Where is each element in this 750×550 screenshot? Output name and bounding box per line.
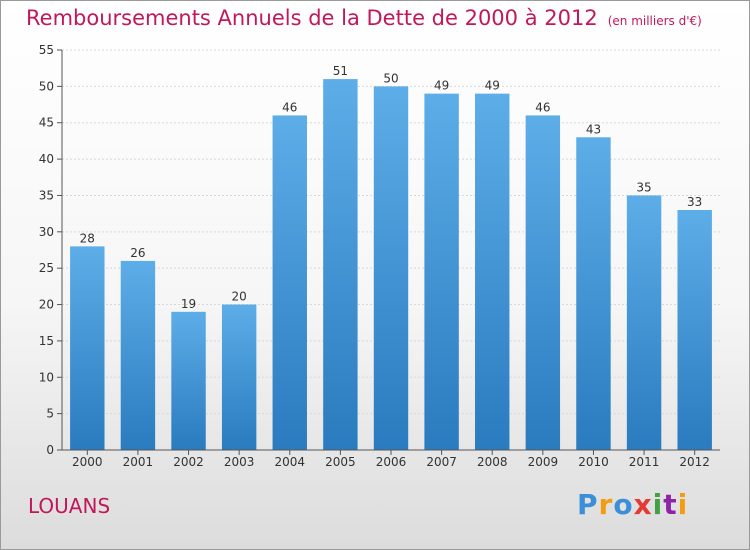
bar — [576, 137, 611, 451]
bar-value-label: 20 — [232, 290, 247, 304]
bar — [525, 115, 561, 451]
logo-letter: o — [613, 488, 634, 521]
x-tick-label: 2008 — [477, 455, 508, 469]
title-text: Remboursements Annuels de la Dette de 20… — [26, 6, 598, 30]
y-tick-label: 50 — [39, 79, 54, 93]
bars: 28 26 19 20 46 51 50 49 49 46 43 35 33 — [70, 64, 712, 451]
y-tick-label: 15 — [39, 334, 54, 348]
x-tick-label: 2001 — [123, 455, 154, 469]
bar-value-label: 51 — [333, 64, 348, 78]
logo-letter: r — [598, 488, 614, 521]
bar — [475, 93, 510, 451]
bar-value-label: 43 — [586, 122, 601, 136]
bar — [120, 260, 156, 450]
y-tick-label: 10 — [39, 370, 54, 384]
x-tick-label: 2000 — [72, 455, 103, 469]
chart-subtitle: (en milliers d'€) — [607, 14, 702, 28]
x-tick-label: 2002 — [173, 455, 204, 469]
x-tick-label: 2009 — [528, 455, 559, 469]
proxiti-logo[interactable]: Proxiti — [577, 488, 688, 521]
x-tick-label: 2007 — [426, 455, 457, 469]
y-tick-label: 30 — [39, 225, 54, 239]
bar-value-label: 33 — [687, 195, 702, 209]
bar-value-label: 35 — [636, 180, 651, 194]
bar — [70, 246, 105, 450]
y-tick-label: 20 — [39, 298, 54, 312]
logo-letter: i — [652, 488, 664, 521]
bar-value-label: 49 — [434, 79, 449, 93]
logo-letter: P — [577, 488, 599, 521]
logo-letter: x — [633, 488, 653, 521]
x-tick-label: 2003 — [224, 455, 255, 469]
x-tick-label: 2005 — [325, 455, 356, 469]
x-tick-label: 2010 — [578, 455, 609, 469]
bar — [221, 304, 257, 450]
bar — [373, 86, 409, 450]
bar-value-label: 49 — [485, 79, 500, 93]
bar-value-label: 28 — [80, 231, 95, 245]
y-tick-label: 55 — [39, 43, 54, 57]
y-tick-label: 0 — [46, 443, 54, 457]
x-tick-label: 2011 — [629, 455, 660, 469]
bar-value-label: 26 — [130, 246, 145, 260]
bar — [171, 311, 206, 450]
y-tick-label: 35 — [39, 188, 54, 202]
x-axis: 2000 2001 2002 2003 2004 2005 2006 2007 2008 2009… — [62, 449, 720, 469]
x-tick-label: 2006 — [376, 455, 407, 469]
bar-value-label: 46 — [535, 100, 550, 114]
bar-value-label: 19 — [181, 297, 196, 311]
y-tick-label: 5 — [46, 407, 54, 421]
bar-value-label: 46 — [282, 100, 297, 114]
logo-letter: t — [663, 488, 678, 521]
y-tick-label: 25 — [39, 261, 54, 275]
bar-value-label: 50 — [383, 71, 398, 85]
bar — [626, 195, 662, 450]
bar — [272, 115, 307, 451]
x-tick-label: 2004 — [274, 455, 305, 469]
y-tick-label: 40 — [39, 152, 54, 166]
y-tick-label: 45 — [39, 116, 54, 130]
logo-letter: i — [677, 488, 689, 521]
chart-title: Remboursements Annuels de la Dette de 20… — [26, 6, 702, 30]
x-tick-label: 2012 — [679, 455, 710, 469]
bar — [424, 93, 459, 451]
city-name: LOUANS — [28, 494, 111, 518]
y-axis: 0 5 10 15 20 25 30 35 40 45 50 55 — [39, 43, 63, 457]
bar — [323, 79, 358, 450]
bar — [677, 210, 712, 450]
